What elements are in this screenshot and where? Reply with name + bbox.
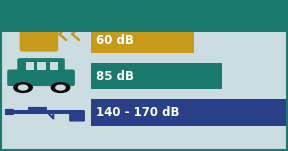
FancyBboxPatch shape	[17, 58, 65, 72]
Text: 85 dB: 85 dB	[96, 70, 134, 83]
Circle shape	[56, 85, 65, 90]
FancyBboxPatch shape	[12, 110, 84, 114]
FancyBboxPatch shape	[5, 109, 14, 115]
FancyBboxPatch shape	[69, 110, 85, 122]
Text: 140 - 170 dB: 140 - 170 dB	[96, 106, 179, 119]
FancyBboxPatch shape	[91, 99, 288, 126]
FancyBboxPatch shape	[20, 31, 58, 52]
Circle shape	[24, 19, 54, 34]
FancyBboxPatch shape	[37, 62, 46, 70]
Text: Average Decibel Range Comparisons: Average Decibel Range Comparisons	[22, 10, 266, 23]
Circle shape	[18, 85, 28, 90]
FancyBboxPatch shape	[50, 62, 58, 70]
FancyBboxPatch shape	[7, 69, 75, 86]
FancyBboxPatch shape	[0, 0, 288, 32]
Circle shape	[14, 83, 32, 92]
Circle shape	[51, 83, 70, 92]
FancyBboxPatch shape	[26, 62, 34, 70]
FancyBboxPatch shape	[91, 63, 222, 89]
FancyBboxPatch shape	[91, 27, 194, 53]
Text: 60 dB: 60 dB	[96, 34, 134, 47]
FancyBboxPatch shape	[28, 107, 47, 111]
